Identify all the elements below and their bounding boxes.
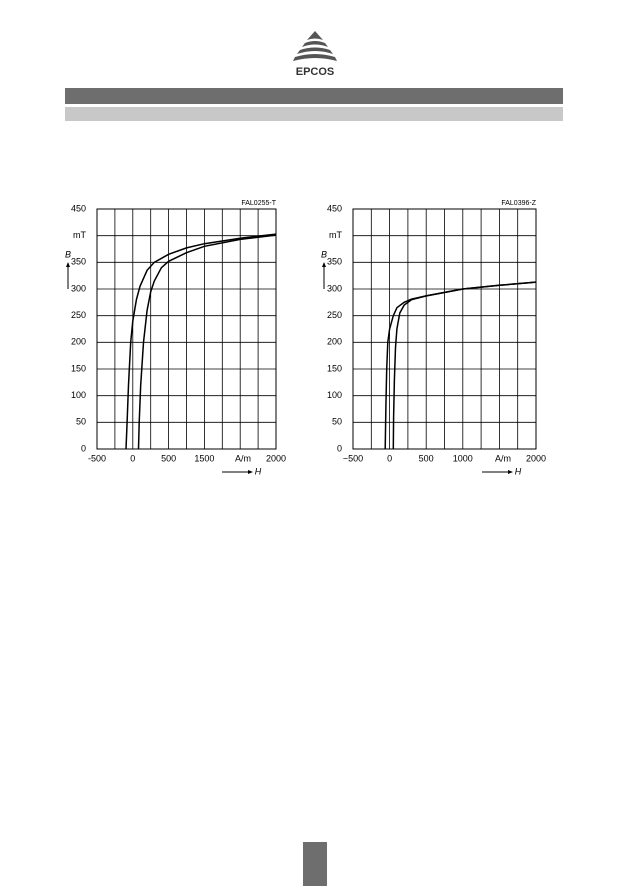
subheader-bar [65, 107, 563, 121]
y-axis-label: B [321, 249, 327, 259]
y-tick-label: 50 [332, 417, 342, 427]
x-tick-label: 500 [419, 453, 434, 463]
y-tick-label: 350 [327, 257, 342, 267]
x-tick-label: 2000 [526, 453, 546, 463]
curve [125, 233, 277, 450]
y-axis-arrowhead [322, 262, 326, 267]
x-tick-label: 1000 [453, 453, 473, 463]
y-tick-label: 300 [327, 283, 342, 293]
plot-frame [96, 208, 277, 450]
y-axis-label: B [65, 249, 71, 259]
x-tick-label: 0 [387, 453, 392, 463]
logo-stripe [293, 54, 337, 61]
logo: EPCOS [293, 31, 337, 78]
y-tick-label: 250 [327, 310, 342, 320]
y-tick-label: 300 [71, 283, 86, 293]
y-tick-label: 450 [327, 203, 342, 213]
x-axis-label: H [515, 466, 522, 476]
figure-code: FAL0255-T [241, 200, 276, 207]
y-tick-label: 0 [337, 443, 342, 453]
logo-stripe [297, 47, 333, 54]
y-tick-label: mT [329, 230, 342, 240]
y-tick-label: 150 [327, 363, 342, 373]
plot-frame [352, 208, 537, 450]
y-tick-label: 350 [71, 257, 86, 267]
y-tick-label: 100 [327, 390, 342, 400]
y-axis-arrowhead [66, 262, 70, 267]
x-axis-arrowhead [248, 470, 253, 474]
y-tick-label: 200 [71, 337, 86, 347]
y-tick-label: 0 [81, 443, 86, 453]
x-unit: A/m [495, 453, 511, 463]
y-tick-label: 150 [71, 363, 86, 373]
logo-stripe [302, 41, 328, 47]
x-tick-label: -500 [88, 453, 106, 463]
x-tick-label: −500 [343, 453, 363, 463]
x-tick-label: 2000 [266, 453, 286, 463]
y-tick-label: mT [73, 230, 86, 240]
page-tab [303, 842, 327, 886]
x-unit: A/m [235, 453, 251, 463]
y-tick-label: 250 [71, 310, 86, 320]
curve [392, 281, 537, 450]
x-axis-arrowhead [508, 470, 513, 474]
logo-text: EPCOS [296, 66, 335, 78]
header-bar [65, 88, 563, 104]
y-tick-label: 50 [76, 417, 86, 427]
logo-stripe [307, 31, 323, 40]
curve [137, 234, 277, 450]
y-tick-label: 450 [71, 203, 86, 213]
figure-code: FAL0396-Z [501, 200, 536, 207]
x-axis-label: H [255, 466, 262, 476]
x-tick-label: 0 [130, 453, 135, 463]
x-tick-label: 500 [161, 453, 176, 463]
y-tick-label: 200 [327, 337, 342, 347]
y-tick-label: 100 [71, 390, 86, 400]
x-tick-label: 1500 [194, 453, 214, 463]
